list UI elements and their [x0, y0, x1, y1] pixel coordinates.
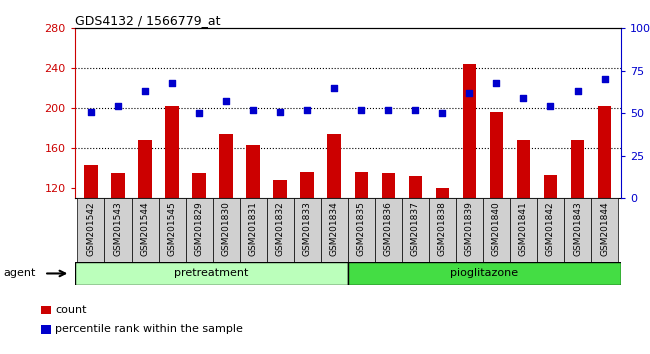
- Text: GSM201844: GSM201844: [600, 201, 609, 256]
- Text: GSM201837: GSM201837: [411, 201, 420, 256]
- Text: GSM201833: GSM201833: [303, 201, 312, 256]
- Bar: [598, 106, 611, 198]
- Text: GSM201829: GSM201829: [194, 201, 203, 256]
- Bar: [294, 198, 320, 262]
- Bar: [489, 112, 503, 198]
- Bar: [75, 262, 348, 285]
- Text: GSM201830: GSM201830: [222, 201, 231, 256]
- Bar: [382, 173, 395, 198]
- Text: GSM201840: GSM201840: [492, 201, 501, 256]
- Bar: [213, 198, 240, 262]
- Bar: [77, 198, 105, 262]
- Text: pioglitazone: pioglitazone: [450, 268, 518, 279]
- Bar: [240, 198, 266, 262]
- Point: [248, 107, 258, 113]
- Point: [86, 109, 96, 114]
- Bar: [375, 198, 402, 262]
- Bar: [165, 106, 179, 198]
- Text: GSM201543: GSM201543: [114, 201, 122, 256]
- Bar: [328, 134, 341, 198]
- Bar: [111, 173, 125, 198]
- Point: [383, 107, 393, 113]
- Text: GSM201836: GSM201836: [384, 201, 393, 256]
- Point: [491, 80, 502, 86]
- Point: [275, 109, 285, 114]
- Bar: [84, 165, 98, 198]
- Text: GSM201839: GSM201839: [465, 201, 474, 256]
- Bar: [456, 198, 483, 262]
- Point: [572, 88, 582, 94]
- Text: pretreatment: pretreatment: [174, 268, 248, 279]
- Bar: [409, 176, 422, 198]
- Text: GSM201545: GSM201545: [168, 201, 177, 256]
- Bar: [159, 198, 185, 262]
- Point: [464, 90, 474, 96]
- Bar: [510, 198, 537, 262]
- Point: [167, 80, 177, 86]
- Point: [140, 88, 150, 94]
- Bar: [185, 198, 213, 262]
- Point: [221, 98, 231, 104]
- Text: count: count: [55, 305, 86, 315]
- Bar: [564, 198, 591, 262]
- Bar: [219, 134, 233, 198]
- Point: [437, 110, 448, 116]
- Point: [356, 107, 367, 113]
- Text: GSM201838: GSM201838: [438, 201, 447, 256]
- Text: GSM201842: GSM201842: [546, 201, 555, 256]
- Text: percentile rank within the sample: percentile rank within the sample: [55, 324, 243, 334]
- Point: [518, 95, 528, 101]
- Text: GSM201835: GSM201835: [357, 201, 366, 256]
- Text: GSM201544: GSM201544: [140, 201, 150, 256]
- Bar: [402, 198, 429, 262]
- Text: GDS4132 / 1566779_at: GDS4132 / 1566779_at: [75, 14, 220, 27]
- Bar: [517, 140, 530, 198]
- Point: [194, 110, 204, 116]
- Bar: [429, 198, 456, 262]
- Text: GSM201843: GSM201843: [573, 201, 582, 256]
- Bar: [543, 175, 557, 198]
- Bar: [131, 198, 159, 262]
- Bar: [105, 198, 131, 262]
- Point: [410, 107, 421, 113]
- Text: GSM201542: GSM201542: [86, 201, 96, 256]
- Bar: [192, 173, 206, 198]
- Bar: [591, 198, 618, 262]
- Point: [329, 85, 339, 91]
- Bar: [274, 180, 287, 198]
- Point: [113, 104, 124, 109]
- Point: [599, 76, 610, 82]
- Bar: [483, 198, 510, 262]
- Bar: [300, 172, 314, 198]
- Text: GSM201834: GSM201834: [330, 201, 339, 256]
- Bar: [348, 198, 375, 262]
- Bar: [537, 198, 564, 262]
- Point: [302, 107, 313, 113]
- Bar: [246, 145, 260, 198]
- Text: agent: agent: [3, 268, 36, 279]
- Point: [545, 104, 556, 109]
- Bar: [266, 198, 294, 262]
- Bar: [463, 64, 476, 198]
- Bar: [320, 198, 348, 262]
- Bar: [436, 188, 449, 198]
- Text: GSM201831: GSM201831: [249, 201, 257, 256]
- Bar: [354, 172, 368, 198]
- Bar: [138, 140, 152, 198]
- Text: GSM201841: GSM201841: [519, 201, 528, 256]
- Bar: [348, 262, 621, 285]
- Text: GSM201832: GSM201832: [276, 201, 285, 256]
- Bar: [571, 140, 584, 198]
